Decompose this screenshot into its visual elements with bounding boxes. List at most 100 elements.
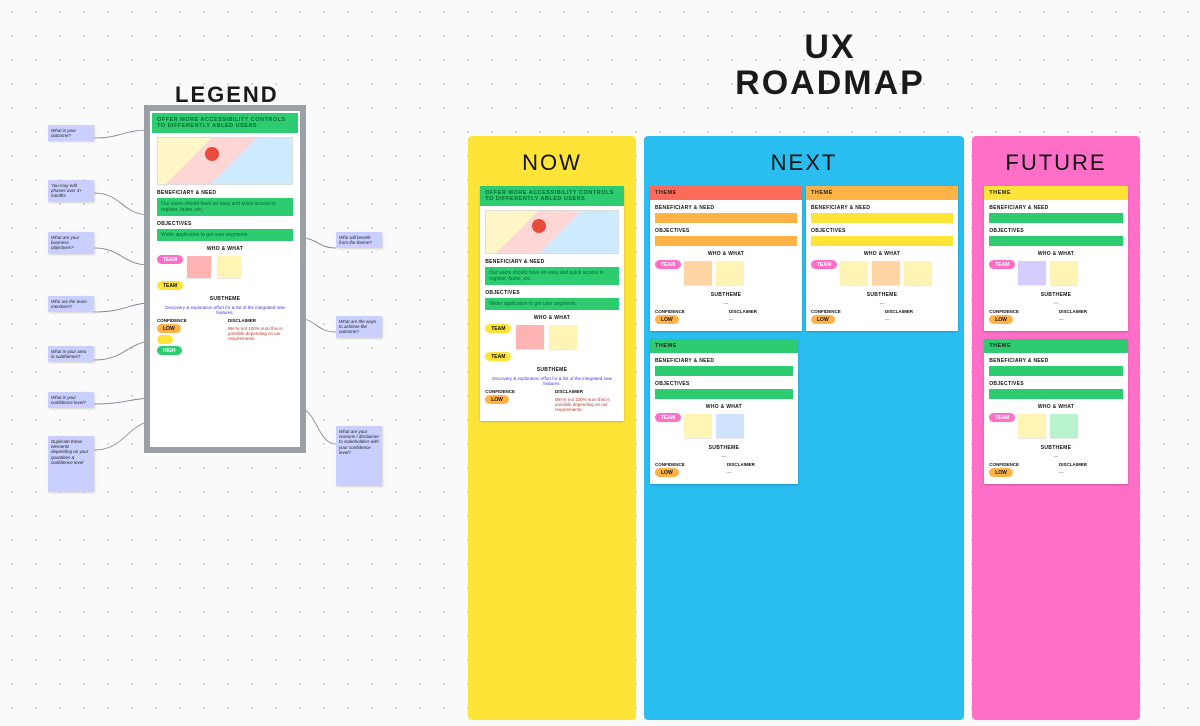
sub: — — [655, 301, 797, 306]
mini — [716, 414, 744, 438]
sub: — — [811, 301, 953, 306]
legend-sticky: Duplicate these elements depending on yo… — [48, 436, 94, 492]
bar — [655, 366, 793, 376]
lbl: SUBTHEME — [811, 292, 953, 298]
lbl: BENEFICIARY & NEED — [989, 205, 1123, 211]
mini — [1018, 261, 1046, 285]
lbl: SUBTHEME — [989, 445, 1123, 451]
roadmap-card: THEMEBENEFICIARY & NEEDOBJECTIVESWHO & W… — [650, 339, 798, 484]
lbl: WHO & WHAT — [655, 251, 797, 257]
lbl-beneficiary: BENEFICIARY & NEED — [157, 190, 293, 196]
bar — [989, 389, 1123, 399]
pill-conf: LOW — [989, 468, 1013, 477]
legend-card: OFFER MORE ACCESSIBILITY CONTROLS TO DIF… — [154, 115, 296, 360]
pill-team: TEAM — [989, 260, 1015, 269]
pill-team: TEAM — [485, 324, 511, 333]
disc: — — [729, 317, 797, 322]
now-card: OFFER MORE ACCESSIBILITY CONTROLS TO DIF… — [480, 186, 624, 421]
mini — [187, 256, 211, 278]
roadmap-card: THEME BENEFICIARY & NEED OBJECTIVES WHO & W… — [984, 186, 1128, 331]
lbl: BENEFICIARY & NEED — [655, 358, 793, 364]
lbl: OBJECTIVES — [811, 228, 953, 234]
pill-team: TEAM — [655, 413, 681, 422]
pill-team: TEAM — [655, 260, 681, 269]
legend-objectives: Wider application to get user segments. — [157, 229, 293, 241]
lbl: DISCLAIMER — [555, 389, 619, 394]
lbl: CONFIDENCE — [655, 309, 723, 314]
roadmap-card: THEMEBENEFICIARY & NEEDOBJECTIVESWHO & W… — [806, 186, 958, 331]
lbl: DISCLAIMER — [727, 462, 793, 467]
pill-conf: LOW — [989, 315, 1013, 324]
card-theme: THEME — [984, 339, 1128, 353]
legend-sticky: What are your business objectives? — [48, 232, 94, 254]
card-theme: THEME — [650, 186, 802, 200]
column-future: FUTURE THEMEBENEFICIARY & NEEDOBJECTIVES… — [972, 136, 1140, 720]
pill-team: TEAM — [485, 352, 511, 361]
mini — [1050, 261, 1078, 285]
lbl: DISCLAIMER — [1059, 462, 1123, 467]
pill-conf: LOW — [655, 315, 679, 324]
lbl: OBJECTIVES — [989, 228, 1123, 234]
who: TEAM — [655, 259, 797, 287]
legend-sticky: What is your outcome? — [48, 125, 94, 141]
legend-subtheme: Discovery & exploration effort for & lis… — [157, 305, 293, 315]
lbl: OBJECTIVES — [655, 228, 797, 234]
pill-low: LOW — [157, 324, 181, 333]
lbl: WHO & WHAT — [655, 404, 793, 410]
lbl: BENEFICIARY & NEED — [811, 205, 953, 211]
roadmap-card: THEMEBENEFICIARY & NEEDOBJECTIVESWHO & W… — [650, 186, 802, 331]
lbl: SUBTHEME — [485, 367, 619, 373]
pill-team: TEAM — [811, 260, 837, 269]
legend-sticky: Who are the team members? — [48, 296, 94, 312]
bar — [655, 236, 797, 246]
now-theme: OFFER MORE ACCESSIBILITY CONTROLS TO DIF… — [480, 186, 624, 206]
card-theme: THEME — [984, 186, 1128, 200]
column-now: NOW OFFER MORE ACCESSIBILITY CONTROLS TO… — [468, 136, 636, 720]
lbl: WHO & WHAT — [989, 251, 1123, 257]
lbl-disclaimer: DISCLAIMER — [228, 318, 293, 323]
legend-theme: OFFER MORE ACCESSIBILITY CONTROLS TO DIF… — [152, 113, 298, 133]
now-beneficiary: Our users should have an easy and quick … — [485, 267, 619, 285]
lbl: CONFIDENCE — [485, 389, 549, 394]
mini — [1050, 414, 1078, 438]
card-theme: THEME — [650, 339, 798, 353]
legend-sticky: Who will benefit from the theme? — [336, 232, 382, 248]
mini — [516, 325, 544, 349]
mini — [217, 256, 241, 278]
lbl: CONFIDENCE — [989, 309, 1053, 314]
now-who: TEAM TEAM — [485, 323, 619, 362]
lbl: DISCLAIMER — [885, 309, 953, 314]
lbl: SUBTHEME — [655, 292, 797, 298]
bar — [989, 213, 1123, 223]
bar — [655, 213, 797, 223]
legend-beneficiary: Our users should have an easy and quick … — [157, 198, 293, 216]
main-title: UX ROADMAP — [700, 30, 960, 101]
card-theme: THEME — [806, 186, 958, 200]
who: TEAM — [989, 259, 1123, 287]
bar — [655, 389, 793, 399]
main-title-l2: ROADMAP — [735, 64, 925, 102]
main-title-l1: UX — [804, 28, 855, 66]
legend-sticky: You may edit phases over 3+ months — [48, 180, 94, 202]
lbl-whowhat: WHO & WHAT — [157, 246, 293, 252]
now-disclaimer: We're not 100% sure this is possible dep… — [555, 397, 619, 412]
who: TEAM — [811, 259, 953, 287]
disc: — — [1059, 470, 1123, 475]
mini — [840, 261, 868, 285]
who: TEAM — [655, 412, 793, 440]
pill-mid — [157, 335, 173, 344]
pill-high: HIGH — [157, 346, 182, 355]
disc: — — [727, 470, 793, 475]
legend-frame: OFFER MORE ACCESSIBILITY CONTROLS TO DIF… — [144, 105, 306, 453]
mini — [684, 261, 712, 285]
mini — [684, 414, 712, 438]
column-next: NEXT THEMEBENEFICIARY & NEEDOBJECTIVESWH… — [644, 136, 964, 720]
lbl: WHO & WHAT — [485, 315, 619, 321]
lbl: OBJECTIVES — [485, 290, 619, 296]
now-subtheme: Discovery & exploration effort for & lis… — [485, 376, 619, 386]
mini — [1018, 414, 1046, 438]
lbl: CONFIDENCE — [989, 462, 1053, 467]
legend-photo — [157, 137, 293, 185]
sub: — — [989, 454, 1123, 459]
now-photo — [485, 210, 619, 254]
